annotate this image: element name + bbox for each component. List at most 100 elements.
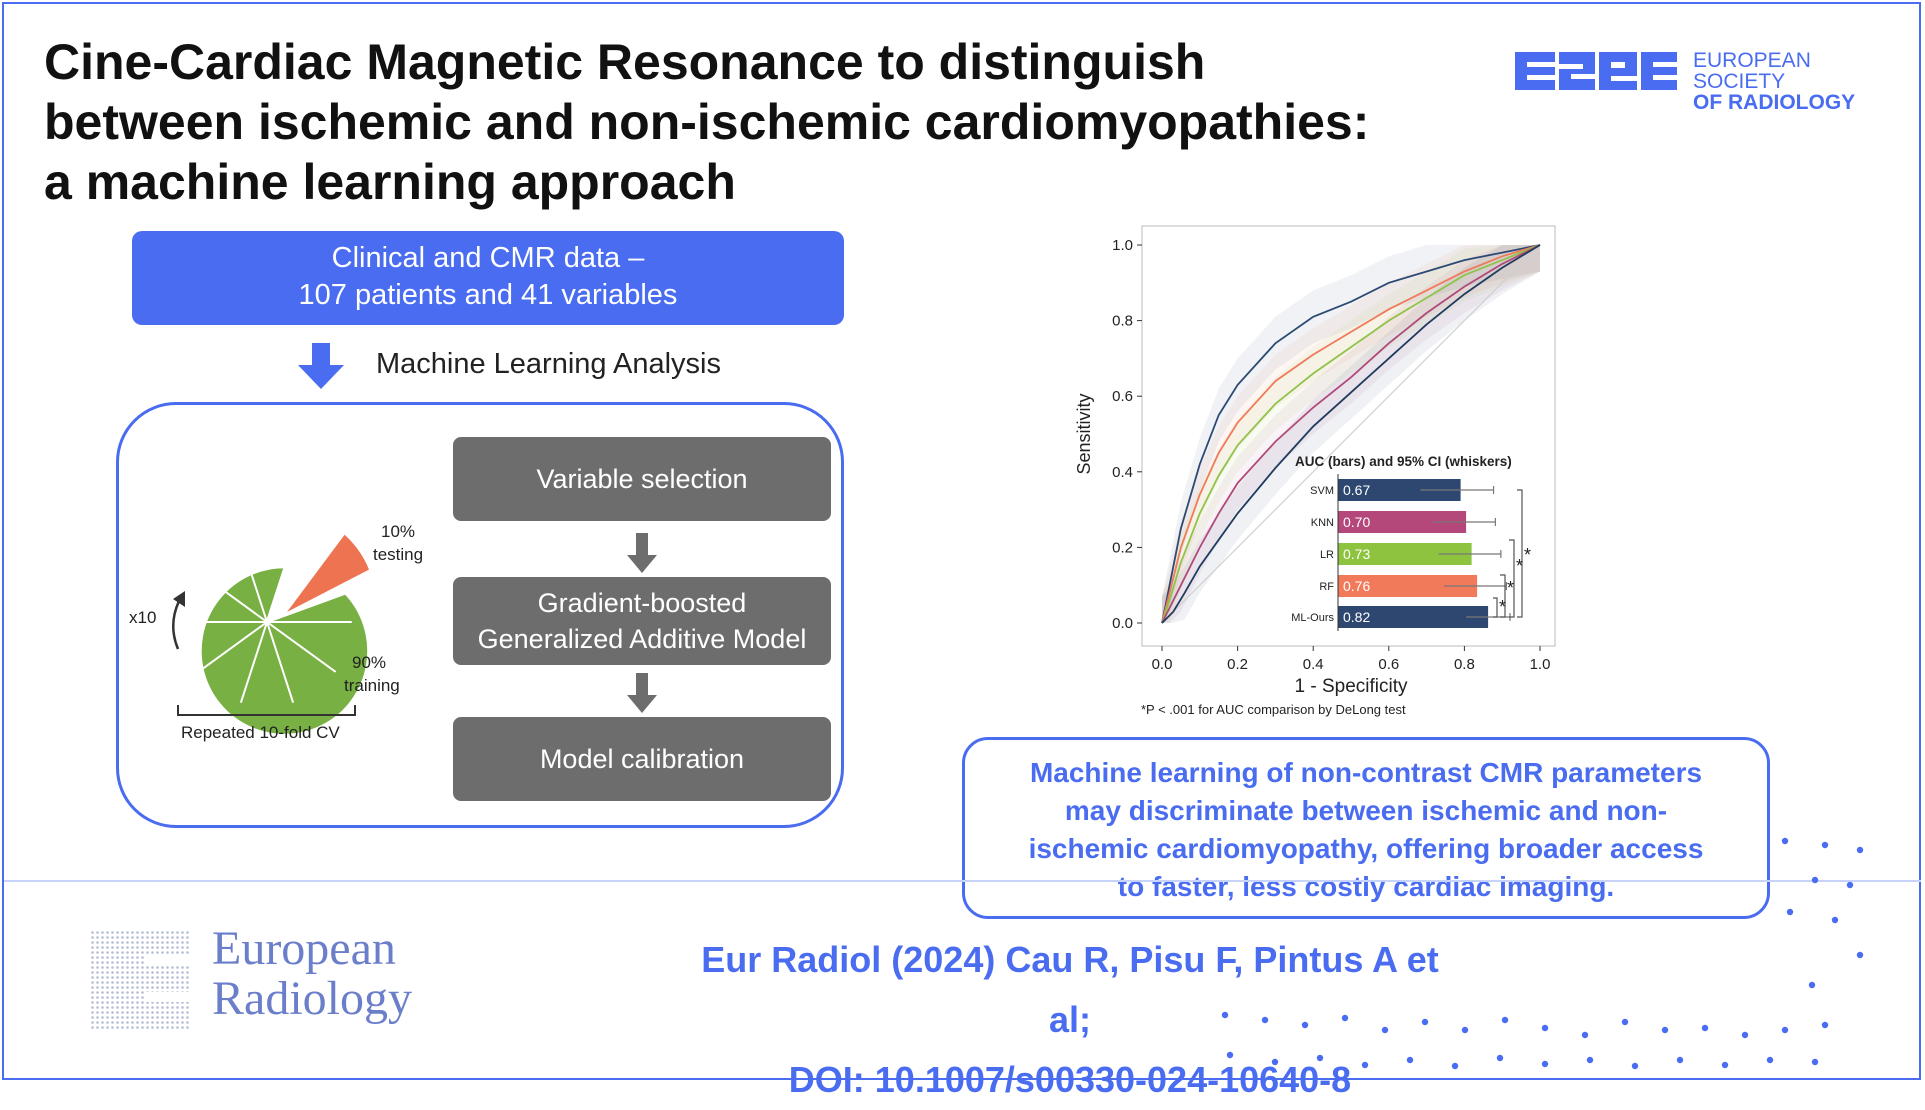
decorative-dot bbox=[1406, 1056, 1414, 1064]
step-model-calibration-label: Model calibration bbox=[539, 744, 745, 774]
roc-curve-2 bbox=[1161, 244, 1541, 624]
roc-footnote: *P < .001 for AUC comparison by DeLong t… bbox=[1141, 702, 1406, 717]
roc-chart: 0.0 0.2 0.4 0.6 0.8 1.0 0.0 0.2 0.4 0.6 0.8 1.0 1 -… bbox=[1074, 225, 1556, 717]
cv-caption: Repeated 10-fold CV bbox=[181, 723, 340, 742]
decorative-dots bbox=[1221, 837, 1864, 1070]
inset-bar-label: LR bbox=[1320, 549, 1334, 561]
roc-curve-3 bbox=[1161, 244, 1541, 624]
decorative-dot bbox=[1341, 1014, 1349, 1022]
decorative-dot bbox=[1811, 876, 1819, 884]
decorative-dot bbox=[1821, 841, 1829, 849]
decorative-dot bbox=[1586, 1056, 1594, 1064]
significance-brackets bbox=[1493, 489, 1523, 618]
roc-x-label: 1 - Specificity bbox=[1295, 676, 1408, 697]
decorative-dot bbox=[1496, 1054, 1504, 1062]
decorative-dot bbox=[1581, 1031, 1589, 1039]
decorative-dot bbox=[1541, 1024, 1549, 1032]
decorative-dot bbox=[1221, 1011, 1229, 1019]
decorative-dot bbox=[1856, 951, 1864, 959]
inset-title: AUC (bars) and 95% CI (whiskers) bbox=[1295, 454, 1512, 469]
decorative-dot bbox=[1846, 881, 1854, 889]
inset-bar bbox=[1338, 479, 1461, 501]
y-tick-label: 0.6 bbox=[1112, 388, 1133, 405]
citation-line-1: Eur Radiol (2024) Cau R, Pisu F, Pintus … bbox=[701, 939, 1439, 1040]
flow-arrow-down-icon bbox=[627, 533, 657, 573]
page-title: Cine-Cardiac Magnetic Resonance to disti… bbox=[44, 32, 1484, 212]
roc-curve-0 bbox=[1161, 244, 1541, 624]
journal-logo-icon bbox=[90, 930, 190, 1030]
step-variable-selection-label: Variable selection bbox=[536, 464, 748, 494]
decorative-dot bbox=[1721, 1061, 1729, 1069]
auc-inset: AUC (bars) and 95% CI (whiskers) SVM 0.67… bbox=[1291, 454, 1531, 631]
decorative-dot bbox=[1316, 1054, 1324, 1062]
decorative-dot bbox=[1781, 1026, 1789, 1034]
esr-logo: EUROPEAN SOCIETY OF RADIOLOGY bbox=[1515, 50, 1875, 113]
decorative-dot bbox=[1381, 1026, 1389, 1034]
roc-chance-line bbox=[1161, 244, 1541, 624]
cv-testing-label: testing bbox=[373, 545, 423, 564]
analysis-label: Machine Learning Analysis bbox=[376, 348, 721, 380]
roc-y-label: Sensitivity bbox=[1074, 393, 1094, 474]
significance-mark: * bbox=[1516, 556, 1523, 576]
decorative-dot bbox=[1451, 1062, 1459, 1070]
data-summary-box: Clinical and CMR data – 107 patients and… bbox=[132, 231, 844, 325]
inset-bar-value: 0.82 bbox=[1343, 609, 1370, 625]
title-line-3: a machine learning approach bbox=[44, 154, 736, 210]
inset-bar-value: 0.73 bbox=[1343, 546, 1370, 562]
decorative-dot bbox=[1766, 1056, 1774, 1064]
esr-logo-text: EUROPEAN SOCIETY OF RADIOLOGY bbox=[1693, 50, 1875, 113]
step-model-calibration: Model calibration bbox=[453, 717, 831, 801]
y-tick-label: 0.0 bbox=[1112, 615, 1133, 632]
inset-bar-value: 0.70 bbox=[1343, 514, 1370, 530]
pie-chart-icon bbox=[182, 534, 370, 737]
conclusion-line-3: ischemic cardiomyopathy, offering broade… bbox=[1028, 833, 1704, 864]
roc-curve-4 bbox=[1161, 244, 1541, 624]
inset-bar bbox=[1338, 543, 1472, 565]
decorative-dot bbox=[1661, 1026, 1669, 1034]
inset-bar-value: 0.76 bbox=[1343, 578, 1370, 594]
decorative-dot bbox=[1301, 1021, 1309, 1029]
data-summary-line-1: Clinical and CMR data – bbox=[331, 242, 645, 274]
x-tick-label: 0.2 bbox=[1227, 656, 1248, 673]
decorative-dot bbox=[1821, 1021, 1829, 1029]
inset-bar-label: SVM bbox=[1310, 485, 1334, 497]
x-tick-label: 0.8 bbox=[1454, 656, 1475, 673]
title-line-2: between ischemic and non-ischemic cardio… bbox=[44, 94, 1370, 150]
significance-mark: * bbox=[1499, 597, 1506, 617]
inset-bar-value: 0.67 bbox=[1343, 482, 1370, 498]
inset-bar-label: KNN bbox=[1311, 517, 1334, 529]
conclusion-line-1: Machine learning of non-contrast CMR par… bbox=[1029, 757, 1703, 788]
x-tick-label: 1.0 bbox=[1530, 656, 1551, 673]
x-tick-label: 0.4 bbox=[1303, 656, 1324, 673]
arrow-down-icon bbox=[298, 343, 344, 389]
step-gam-line-2: Generalized Additive Model bbox=[477, 624, 807, 654]
esr-logo-mark bbox=[1515, 52, 1677, 90]
y-tick-label: 1.0 bbox=[1112, 237, 1133, 254]
y-tick-label: 0.2 bbox=[1112, 539, 1133, 556]
conclusion-line-4: to faster, less costly cardiac imaging. bbox=[1117, 871, 1615, 902]
decorative-dot bbox=[1261, 1016, 1269, 1024]
conclusion-line-2: may discriminate between ischemic and no… bbox=[1064, 795, 1668, 826]
decorative-dot bbox=[1361, 1061, 1369, 1069]
roc-band-0 bbox=[1162, 245, 1540, 623]
esr-text-line-2: OF RADIOLOGY bbox=[1693, 91, 1856, 114]
esr-text-line-1: EUROPEAN SOCIETY bbox=[1693, 49, 1811, 93]
flow-arrow-down-icon bbox=[627, 673, 657, 713]
decorative-dot bbox=[1421, 1018, 1429, 1026]
cv-graphic: x10 10% testing 90% training Repeated 10… bbox=[129, 522, 423, 742]
roc-curve-1 bbox=[1161, 244, 1541, 624]
y-tick-label: 0.4 bbox=[1112, 464, 1133, 481]
journal-name-line-1: European bbox=[212, 922, 396, 975]
cv-training-label: training bbox=[344, 676, 400, 695]
decorative-dot bbox=[1741, 1031, 1749, 1039]
step-gam: Gradient-boosted Generalized Additive Mo… bbox=[453, 577, 831, 665]
journal-name: European Radiology bbox=[212, 924, 412, 1024]
data-summary-line-2: 107 patients and 41 variables bbox=[298, 279, 678, 311]
decorative-dot bbox=[1226, 1051, 1234, 1059]
decorative-dot bbox=[1831, 916, 1839, 924]
decorative-dot bbox=[1786, 908, 1794, 916]
decorative-dot bbox=[1676, 1056, 1684, 1064]
x-tick-label: 0.6 bbox=[1378, 656, 1399, 673]
decorative-dot bbox=[1461, 1026, 1469, 1034]
inset-bar bbox=[1338, 606, 1489, 628]
